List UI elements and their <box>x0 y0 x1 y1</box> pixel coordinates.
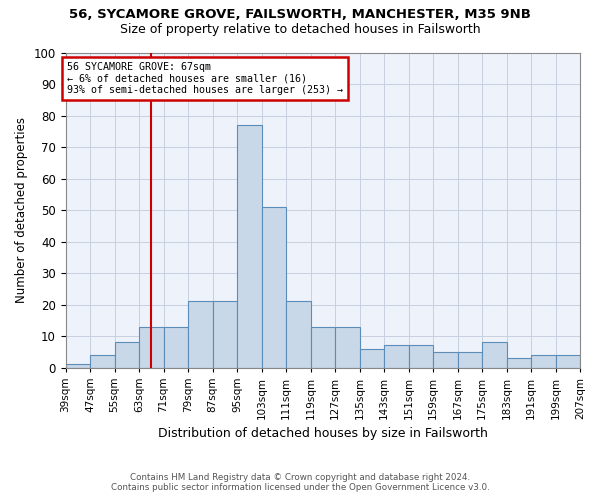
Bar <box>164 326 188 368</box>
Text: 56 SYCAMORE GROVE: 67sqm
← 6% of detached houses are smaller (16)
93% of semi-de: 56 SYCAMORE GROVE: 67sqm ← 6% of detache… <box>67 62 343 95</box>
Bar <box>506 358 531 368</box>
Y-axis label: Number of detached properties: Number of detached properties <box>15 117 28 303</box>
Bar <box>335 326 359 368</box>
Bar <box>212 302 237 368</box>
Bar <box>115 342 139 367</box>
Bar <box>531 355 556 368</box>
Bar <box>139 326 164 368</box>
Bar <box>262 207 286 368</box>
Bar <box>556 355 580 368</box>
Bar <box>359 348 384 368</box>
Bar <box>384 346 409 368</box>
Bar <box>482 342 506 367</box>
Bar <box>433 352 458 368</box>
Text: Size of property relative to detached houses in Failsworth: Size of property relative to detached ho… <box>119 22 481 36</box>
Text: 56, SYCAMORE GROVE, FAILSWORTH, MANCHESTER, M35 9NB: 56, SYCAMORE GROVE, FAILSWORTH, MANCHEST… <box>69 8 531 20</box>
X-axis label: Distribution of detached houses by size in Failsworth: Distribution of detached houses by size … <box>158 427 488 440</box>
Bar <box>286 302 311 368</box>
Bar <box>409 346 433 368</box>
Bar <box>188 302 212 368</box>
Bar <box>458 352 482 368</box>
Bar <box>237 125 262 368</box>
Bar <box>90 355 115 368</box>
Bar <box>311 326 335 368</box>
Bar <box>65 364 90 368</box>
Text: Contains HM Land Registry data © Crown copyright and database right 2024.
Contai: Contains HM Land Registry data © Crown c… <box>110 473 490 492</box>
